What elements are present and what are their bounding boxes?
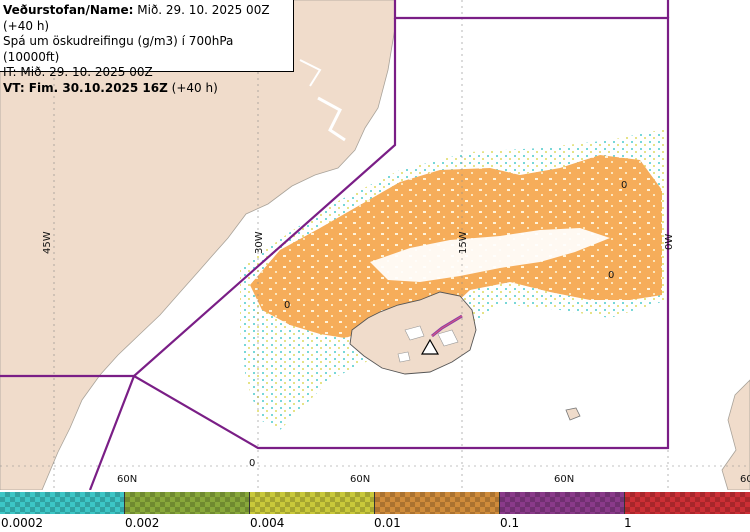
legend-label: 1 [624,516,632,530]
legend-label: 0.002 [125,516,160,530]
parallel-label-60n: 60N [350,474,370,485]
info-line-product: Spá um öskudreifingu (g/m3) í 700hPa (10… [3,34,234,64]
greenland-fjord [317,96,346,142]
eruption-track-outline [431,315,463,337]
info-valid-bold: VT: Fim. 30.10.2025 16Z [3,80,168,95]
concentration-legend: 0.0002 0.002 0.004 0.01 0.1 1 [0,490,750,532]
contour-label: 0 [249,458,255,469]
meridian-label-30w: 30W [254,231,265,254]
info-line-valid-time: VT: Fim. 30.10.2025 16Z (+40 h) [3,81,293,97]
iceland-glacier [404,325,425,341]
info-line-issue-time: IT: Mið. 29. 10. 2025 00Z [3,65,153,79]
parallel-label-60n: 60N [117,474,137,485]
parallel-label-60n: 60N [740,474,750,485]
info-name-bold: Veðurstofan/Name: [3,3,134,17]
parallel-label-60n: 60N [554,474,574,485]
legend-label: 0.004 [250,516,285,530]
legend-swatch [250,492,375,514]
legend-swatch [0,492,125,514]
legend-label: 0.1 [500,516,520,530]
legend-swatch [500,492,625,514]
advisory-boundary [88,18,397,490]
meridian-label-0w: 0W [664,234,675,250]
legend-swatch [625,492,750,514]
info-valid-offset: (+40 h) [167,80,218,95]
scandinavia-coast [721,379,750,490]
iceland-glacier [437,329,459,347]
info-name-date: Mið. 29. 10. 2025 00Z (+40 h) [3,3,270,33]
contour-label: 0 [284,300,290,311]
faroe-islands [565,407,581,421]
contour-label: 0 [621,180,627,191]
meridian-label-15w: 15W [458,231,469,254]
contour-label: 0 [608,270,614,281]
legend-labels: 0.0002 0.002 0.004 0.01 0.1 1 [0,516,750,532]
greenland-landmass [0,0,396,490]
meridian-label-45w: 45W [42,231,53,254]
forecast-info-box: Veðurstofan/Name: Mið. 29. 10. 2025 00Z … [0,0,294,95]
legend-color-bar [0,492,750,514]
iceland-glacier [397,351,411,363]
legend-swatch [375,492,500,514]
ash-dispersion-map: 45W 30W 15W 0W 60N 60N 60N 60N 0 0 0 0 [0,0,750,490]
legend-label: 0.0002 [1,516,43,530]
info-line-name: Veðurstofan/Name: Mið. 29. 10. 2025 00Z … [3,3,293,34]
greenland-fjord [299,59,322,87]
legend-label: 0.01 [374,516,401,530]
legend-swatch [125,492,250,514]
volcano-marker-icon [420,338,440,355]
plume-clear-gap [370,228,610,282]
